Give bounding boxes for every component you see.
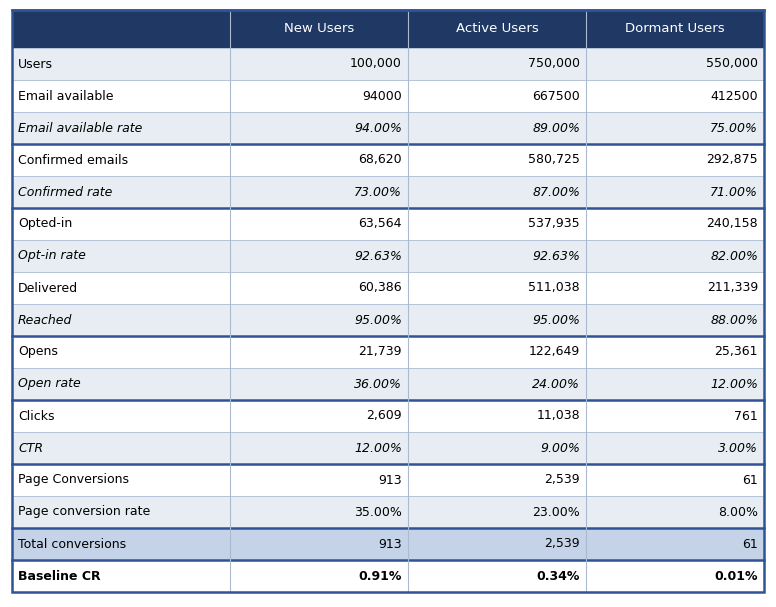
- Text: Confirmed rate: Confirmed rate: [18, 186, 113, 198]
- Text: 913: 913: [379, 538, 402, 551]
- Bar: [12, 112, 764, 144]
- Text: 580,725: 580,725: [528, 154, 580, 166]
- Text: 92.63%: 92.63%: [354, 249, 402, 262]
- Bar: [12, 528, 764, 560]
- Text: 511,038: 511,038: [528, 282, 580, 294]
- Text: 95.00%: 95.00%: [532, 313, 580, 327]
- Text: 240,158: 240,158: [706, 217, 758, 231]
- Text: 75.00%: 75.00%: [710, 121, 758, 135]
- Text: 761: 761: [734, 410, 758, 422]
- Text: 73.00%: 73.00%: [354, 186, 402, 198]
- Text: 2,539: 2,539: [545, 473, 580, 486]
- Text: 550,000: 550,000: [706, 58, 758, 70]
- Text: 25,361: 25,361: [715, 345, 758, 359]
- Text: 11,038: 11,038: [536, 410, 580, 422]
- Text: 61: 61: [743, 538, 758, 551]
- Text: Delivered: Delivered: [18, 282, 78, 294]
- Bar: [12, 560, 764, 592]
- Text: Confirmed emails: Confirmed emails: [18, 154, 128, 166]
- Bar: [12, 48, 764, 80]
- Bar: [12, 400, 764, 432]
- Text: 2,609: 2,609: [366, 410, 402, 422]
- Bar: [12, 272, 764, 304]
- Text: 82.00%: 82.00%: [710, 249, 758, 262]
- Text: Opt-in rate: Opt-in rate: [18, 249, 86, 262]
- Text: 36.00%: 36.00%: [354, 378, 402, 390]
- Bar: [12, 80, 764, 112]
- Text: 750,000: 750,000: [528, 58, 580, 70]
- Text: 21,739: 21,739: [359, 345, 402, 359]
- Text: 89.00%: 89.00%: [532, 121, 580, 135]
- Bar: [12, 176, 764, 208]
- Text: 122,649: 122,649: [528, 345, 580, 359]
- Text: Opted-in: Opted-in: [18, 217, 72, 231]
- Bar: [12, 304, 764, 336]
- Bar: [12, 336, 764, 368]
- Text: Page conversion rate: Page conversion rate: [18, 506, 151, 518]
- Text: Email available rate: Email available rate: [18, 121, 142, 135]
- Bar: [12, 496, 764, 528]
- Text: 12.00%: 12.00%: [710, 378, 758, 390]
- Text: 0.91%: 0.91%: [359, 569, 402, 583]
- Text: 12.00%: 12.00%: [354, 441, 402, 455]
- Text: 35.00%: 35.00%: [354, 506, 402, 518]
- Text: CTR: CTR: [18, 441, 43, 455]
- Bar: [12, 240, 764, 272]
- Text: 71.00%: 71.00%: [710, 186, 758, 198]
- Text: New Users: New Users: [284, 22, 354, 35]
- Text: 23.00%: 23.00%: [532, 506, 580, 518]
- Text: 100,000: 100,000: [350, 58, 402, 70]
- Bar: [12, 10, 764, 48]
- Text: 87.00%: 87.00%: [532, 186, 580, 198]
- Text: 95.00%: 95.00%: [354, 313, 402, 327]
- Text: Page Conversions: Page Conversions: [18, 473, 129, 486]
- Bar: [12, 432, 764, 464]
- Text: 92.63%: 92.63%: [532, 249, 580, 262]
- Text: 0.01%: 0.01%: [715, 569, 758, 583]
- Bar: [12, 208, 764, 240]
- Bar: [12, 464, 764, 496]
- Text: 24.00%: 24.00%: [532, 378, 580, 390]
- Text: 537,935: 537,935: [528, 217, 580, 231]
- Text: 94.00%: 94.00%: [354, 121, 402, 135]
- Text: 8.00%: 8.00%: [718, 506, 758, 518]
- Text: 88.00%: 88.00%: [710, 313, 758, 327]
- Text: 0.34%: 0.34%: [537, 569, 580, 583]
- Text: 9.00%: 9.00%: [540, 441, 580, 455]
- Text: Clicks: Clicks: [18, 410, 54, 422]
- Text: Opens: Opens: [18, 345, 58, 359]
- Text: 913: 913: [379, 473, 402, 486]
- Bar: [12, 144, 764, 176]
- Text: Email available: Email available: [18, 89, 113, 103]
- Text: Baseline CR: Baseline CR: [18, 569, 101, 583]
- Text: 60,386: 60,386: [359, 282, 402, 294]
- Text: Users: Users: [18, 58, 53, 70]
- Text: 667500: 667500: [532, 89, 580, 103]
- Text: Active Users: Active Users: [456, 22, 539, 35]
- Text: Open rate: Open rate: [18, 378, 81, 390]
- Text: 2,539: 2,539: [545, 538, 580, 551]
- Text: Dormant Users: Dormant Users: [625, 22, 725, 35]
- Text: 412500: 412500: [710, 89, 758, 103]
- Text: Total conversions: Total conversions: [18, 538, 126, 551]
- Text: Reached: Reached: [18, 313, 72, 327]
- Text: 211,339: 211,339: [707, 282, 758, 294]
- Text: 94000: 94000: [362, 89, 402, 103]
- Text: 292,875: 292,875: [706, 154, 758, 166]
- Bar: [12, 368, 764, 400]
- Text: 3.00%: 3.00%: [718, 441, 758, 455]
- Text: 63,564: 63,564: [359, 217, 402, 231]
- Text: 61: 61: [743, 473, 758, 486]
- Text: 68,620: 68,620: [359, 154, 402, 166]
